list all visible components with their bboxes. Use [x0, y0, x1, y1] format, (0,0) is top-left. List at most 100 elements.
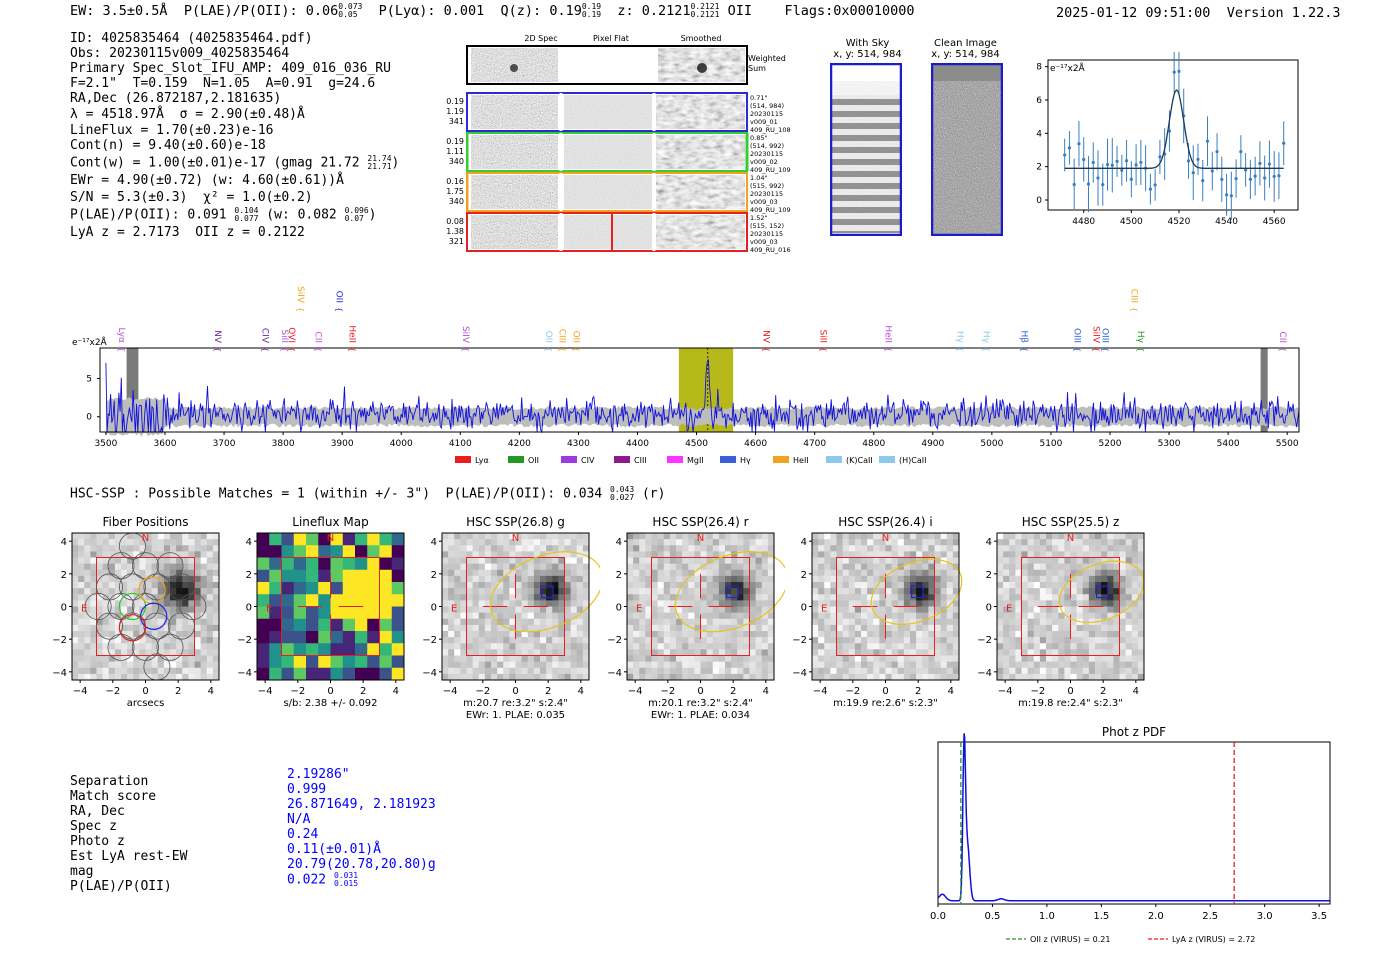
image-pixel: [1070, 673, 1078, 680]
image-pixel: [460, 600, 467, 607]
image-pixel: [503, 631, 510, 638]
image-pixel: [885, 594, 893, 601]
image-pixel: [718, 545, 726, 552]
image-pixel: [1137, 545, 1144, 552]
match-label: Spec z: [70, 819, 117, 834]
image-pixel: [1113, 533, 1120, 540]
flux-pixel: [391, 569, 404, 583]
image-pixel: [96, 618, 104, 626]
image-pixel: [454, 643, 461, 650]
image-pixel: [515, 637, 523, 644]
image-pixel: [442, 545, 449, 552]
image-pixel: [903, 533, 911, 540]
y-tick-label: 4: [801, 537, 807, 548]
image-pixel: [442, 569, 449, 577]
image-pixel: [663, 637, 671, 644]
image-pixel: [997, 661, 1004, 669]
image-pixel: [867, 551, 874, 558]
x-tick-label: 0: [512, 686, 518, 697]
image-pixel: [1088, 533, 1096, 540]
image-pixel: [627, 533, 634, 540]
image-pixel: [731, 533, 738, 540]
image-pixel: [940, 631, 948, 638]
image-pixel: [694, 643, 701, 650]
image-pixel: [509, 545, 516, 552]
image-pixel: [1107, 618, 1114, 626]
image-pixel: [163, 618, 171, 626]
y-tick-label: 2: [986, 570, 992, 581]
image-pixel: [84, 606, 91, 614]
image-pixel: [867, 612, 874, 620]
image-pixel: [755, 631, 763, 638]
image-pixel: [688, 649, 695, 656]
spectral-line-label: SiII{: [279, 329, 289, 352]
image-pixel: [1033, 612, 1041, 620]
data-point: [1082, 157, 1086, 162]
image-pixel: [934, 533, 942, 540]
image-pixel: [1033, 655, 1041, 663]
image-pixel: [867, 545, 874, 552]
image-pixel: [928, 606, 935, 614]
image-pixel: [682, 551, 689, 558]
image-pixel: [688, 612, 695, 620]
image-pixel: [861, 606, 868, 614]
image-pixel: [157, 606, 165, 614]
image-pixel: [812, 563, 819, 571]
image-pixel: [879, 637, 886, 644]
image-pixel: [1113, 606, 1120, 614]
x-tick-label: 1.5: [1093, 911, 1109, 922]
aperture-box: [836, 557, 935, 656]
data-point: [1063, 153, 1067, 157]
image-pixel: [1076, 582, 1084, 589]
fiber-circle: [143, 612, 171, 640]
image-pixel: [1088, 655, 1096, 663]
image-pixel: [1095, 673, 1102, 680]
image-pixel: [879, 606, 886, 614]
image-pixel: [1039, 618, 1047, 626]
image-pixel: [484, 551, 492, 558]
image-pixel: [916, 649, 923, 656]
image-pixel: [200, 575, 208, 583]
image-pixel: [1046, 539, 1053, 546]
image-pixel: [564, 643, 572, 650]
image-pixel: [836, 606, 844, 614]
image-pixel: [1070, 545, 1078, 552]
image-pixel: [645, 594, 652, 601]
image-pixel: [509, 673, 516, 680]
image-pixel: [176, 545, 183, 552]
image-pixel: [1137, 667, 1144, 675]
image-pixel: [448, 637, 455, 644]
image-pixel: [706, 624, 714, 632]
image-pixel: [1125, 618, 1133, 626]
image-pixel: [688, 673, 695, 680]
image-pixel: [940, 539, 948, 546]
image-pixel: [651, 575, 659, 583]
plae-text: P(LAE)/P(OII): 0.091: [70, 207, 227, 223]
image-pixel: [910, 588, 917, 595]
image-pixel: [946, 594, 954, 601]
image-pixel: [194, 539, 202, 546]
flux-pixel: [367, 618, 380, 632]
image-pixel: [737, 533, 744, 540]
image-pixel: [515, 661, 523, 669]
image-pixel: [194, 569, 202, 577]
flux-pixel: [257, 569, 270, 583]
image-pixel: [873, 673, 880, 680]
image-pixel: [627, 673, 634, 680]
image-pixel: [78, 588, 85, 595]
image-pixel: [1070, 563, 1078, 571]
image-pixel: [633, 539, 640, 546]
image-pixel: [194, 563, 202, 571]
image-pixel: [503, 551, 510, 558]
image-pixel: [1058, 624, 1065, 632]
image-pixel: [897, 655, 905, 663]
image-pixel: [515, 624, 523, 632]
image-pixel: [1113, 594, 1120, 601]
image-pixel: [848, 533, 856, 540]
spectral-line-name: CIV: [259, 328, 269, 344]
y-tick-label: 2: [61, 570, 67, 581]
image-pixel: [1076, 533, 1084, 540]
image-pixel: [527, 588, 535, 595]
flux-pixel: [306, 631, 319, 644]
image-pixel: [627, 624, 634, 632]
